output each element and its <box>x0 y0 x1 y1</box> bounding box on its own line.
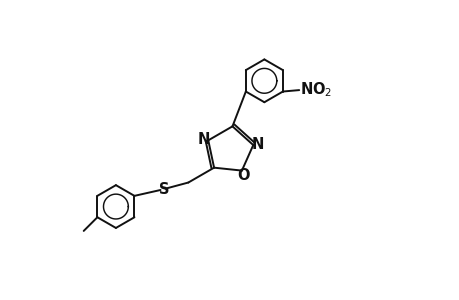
Text: NO$_2$: NO$_2$ <box>300 80 332 99</box>
Text: N: N <box>251 137 263 152</box>
Text: S: S <box>158 182 169 196</box>
Text: N: N <box>197 132 209 147</box>
Text: O: O <box>237 168 249 183</box>
